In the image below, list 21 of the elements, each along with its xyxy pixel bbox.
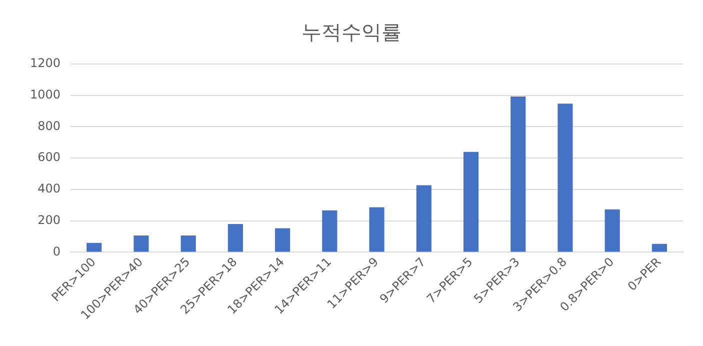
bar [86,242,102,252]
y-tick-label: 0 [52,244,61,258]
bar [369,207,384,252]
y-tick-label: 1200 [30,56,61,70]
y-tick-label: 800 [38,118,61,133]
y-tick-label: 600 [38,150,61,164]
bar [463,152,479,252]
bar [322,210,338,252]
bar [134,235,149,252]
y-tick-label: 400 [38,182,61,196]
bar [604,209,620,252]
bar [416,185,432,252]
bar [510,96,526,252]
y-tick-label: 200 [38,212,61,227]
bar [558,104,573,252]
chart-title: 누적수익률 [302,20,402,44]
bar [228,224,243,252]
bar [652,244,667,252]
bar [180,235,196,252]
y-tick-label: 1000 [30,87,61,102]
bar [275,228,290,252]
